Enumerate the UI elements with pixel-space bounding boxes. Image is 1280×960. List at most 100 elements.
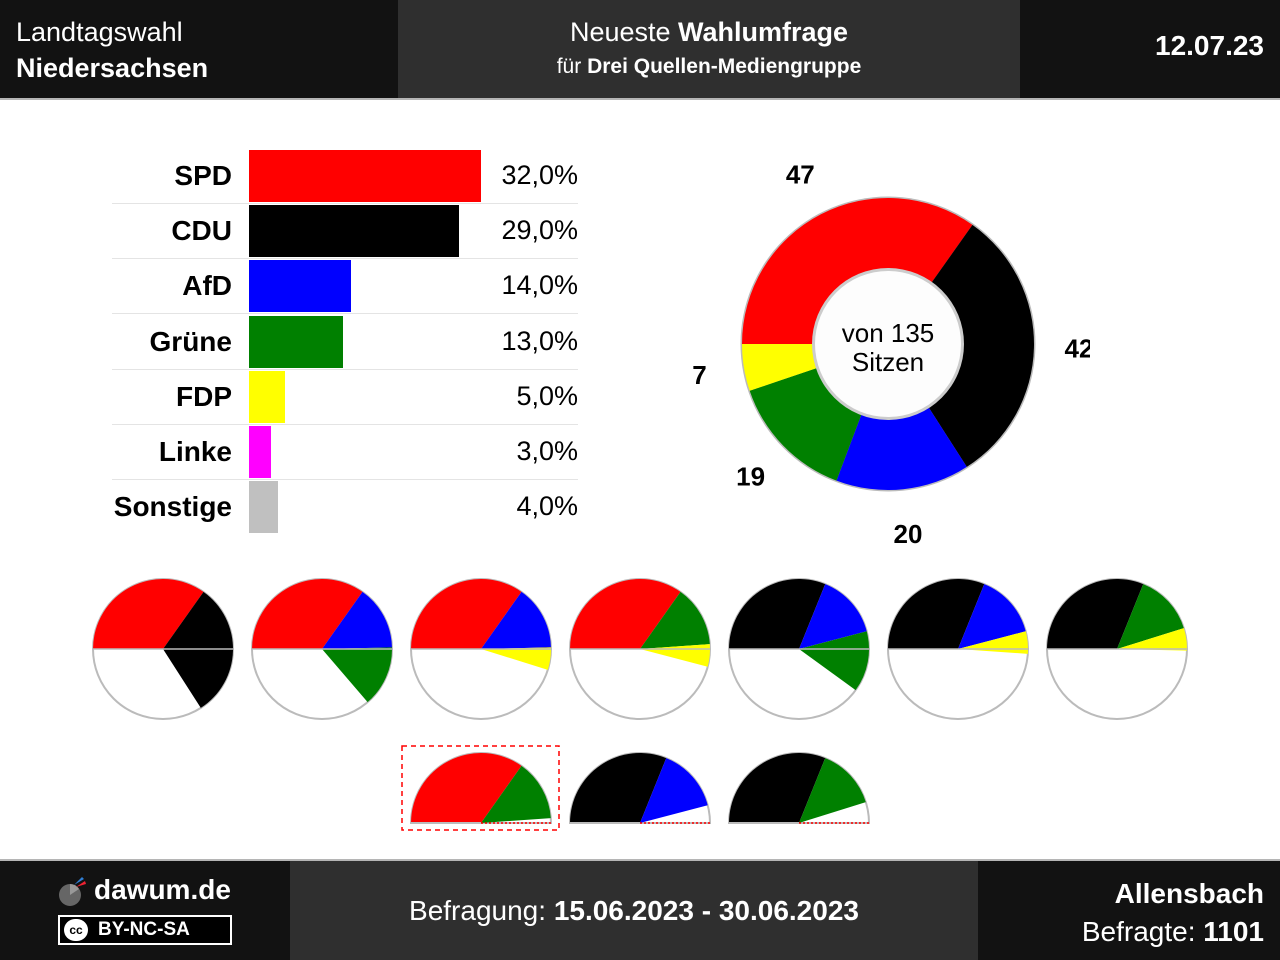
coalition-cdu-gruene: [727, 752, 871, 824]
coalition-slice-spd: [570, 579, 681, 649]
client-name: Drei Quellen-Mediengruppe: [587, 55, 862, 78]
party-label: Linke: [158, 435, 232, 467]
coalition-slice-spd: [411, 579, 522, 649]
bar-row-linke: Linke 3,0%: [112, 425, 582, 481]
bar-row-sonstige: Sonstige 4,0%: [112, 481, 582, 536]
bar-spd: [249, 150, 481, 202]
coalition-slice-spd: [93, 579, 204, 649]
period-value: 15.06.2023 - 30.06.2023: [553, 895, 859, 926]
coalition-slice-fdp: [481, 647, 551, 670]
footer: dawum.de cc BY-NC-SA Befragung: 15.06.20…: [0, 861, 1280, 960]
coalition-slice-afd: [640, 758, 708, 823]
value-label: 13,0%: [501, 325, 578, 356]
coalition-spd-afd-gruene: [251, 578, 393, 720]
coalition-slice-cdu: [1047, 579, 1144, 649]
row-separator: [112, 313, 578, 315]
value-label: 3,0%: [516, 435, 578, 466]
party-label: AfD: [182, 270, 232, 302]
coalition-slice-afd: [481, 591, 551, 649]
bar-linke: [249, 425, 271, 478]
subtitle-prefix: Neueste: [569, 17, 679, 47]
coalition-spd-gruene: [401, 745, 560, 831]
coalition-slice-gruene: [322, 647, 393, 703]
donut-slice-spd: [742, 197, 973, 344]
election-title: Landtagswahl Niedersachsen: [0, 0, 398, 98]
coalition-slice-afd: [322, 591, 392, 649]
value-label: 32,0%: [501, 160, 578, 190]
coalition-slice-afd: [799, 584, 867, 649]
respondents-label: Befragte:: [1081, 916, 1204, 947]
license-badge[interactable]: cc BY-NC-SA: [58, 915, 232, 945]
header: Landtagswahl Niedersachsen Neueste Wahlu…: [0, 0, 1280, 98]
coalition-slice-gruene: [1117, 584, 1184, 649]
client-prefix: für: [556, 55, 588, 78]
value-label: 29,0%: [501, 215, 578, 246]
coalition-slice-afd: [958, 584, 1026, 649]
donut-hole: [815, 271, 961, 417]
donut-center-line-2: Sitzen: [852, 347, 924, 377]
vote-share-bar-chart: SPD 32,0% CDU 29,0% AfD 14,0% Grüne 13,0% FDP 5,0…: [112, 150, 582, 536]
footer-branding: dawum.de cc BY-NC-SA: [0, 861, 290, 960]
footer-divider: [0, 859, 1280, 861]
coalition-cdu-afd-gruene: [728, 578, 870, 720]
value-label: 4,0%: [516, 491, 578, 522]
bar-row-afd: AfD 14,0%: [112, 260, 582, 315]
coalition-slice-fdp: [1117, 628, 1187, 651]
coalition-spd-gruene-fdp: [569, 578, 711, 720]
bar-fdp: [249, 370, 286, 423]
bar-afd: [249, 260, 351, 313]
bar-gruene: [249, 315, 344, 368]
header-divider: [0, 98, 1280, 100]
institute-info: Allensbach Befragte: 1101: [1082, 875, 1264, 951]
coalition-slice-gruene: [799, 758, 866, 823]
respondents-value: 1101: [1203, 916, 1264, 947]
coalition-slice-gruene: [481, 765, 551, 823]
coalition-cdu-afd-fdp: [887, 578, 1029, 720]
coalition-slice-cdu: [888, 579, 985, 649]
value-label: 5,0%: [516, 380, 578, 411]
license-text: BY-NC-SA: [98, 919, 190, 940]
subtitle-bold: Wahlumfrage: [678, 17, 849, 47]
poll-subtitle: Neueste Wahlumfrage für Drei Quellen-Med…: [398, 0, 1020, 98]
coalition-charts: [92, 578, 1188, 831]
bar-sonstige: [249, 481, 278, 534]
party-label: SPD: [174, 160, 232, 191]
party-label: FDP: [176, 380, 232, 412]
highlight-frame: [401, 745, 560, 831]
coalition-slice-cdu: [570, 753, 667, 823]
dawum-logo-icon: [59, 877, 86, 906]
party-label: Grüne: [149, 325, 232, 357]
value-label: 14,0%: [501, 270, 578, 301]
title-line-1: Landtagswahl: [16, 17, 183, 47]
coalition-slice-cdu: [163, 591, 233, 708]
party-label: Sonstige: [113, 491, 232, 523]
seat-label-spd: 47: [786, 159, 815, 189]
bar-row-gruene: Grüne 13,0%: [112, 315, 582, 371]
title-line-2: Niedersachsen: [16, 53, 209, 83]
bar-cdu: [249, 205, 460, 258]
coalition-slice-fdp: [958, 631, 1028, 654]
bar-row-cdu: CDU 29,0%: [112, 205, 582, 260]
row-separator: [112, 423, 578, 425]
seat-label-cdu: 42: [1064, 333, 1090, 363]
bar-row-spd: SPD 32,0%: [112, 150, 582, 205]
row-separator: [112, 368, 578, 370]
site-name: dawum.de: [94, 874, 231, 905]
coalition-cdu-gruene-fdp: [1046, 578, 1188, 720]
seat-label-gruene: 19: [736, 462, 765, 492]
bar-row-fdp: FDP 5,0%: [112, 370, 582, 426]
coalition-slice-spd: [411, 753, 522, 823]
coalition-slice-cdu: [729, 579, 826, 649]
row-separator: [112, 258, 578, 260]
coalition-spd-afd-fdp: [410, 578, 552, 720]
party-label: CDU: [171, 215, 232, 247]
coalition-spd-cdu: [92, 578, 234, 720]
dawum-logo[interactable]: dawum.de: [58, 873, 258, 909]
coalition-slice-spd: [252, 579, 363, 649]
institute-name: Allensbach: [1114, 878, 1264, 909]
seat-label-afd: 20: [894, 519, 923, 549]
coalition-slice-fdp: [640, 644, 710, 667]
poll-date: 12.07.23: [1155, 30, 1264, 61]
coalition-slice-gruene: [799, 631, 869, 691]
